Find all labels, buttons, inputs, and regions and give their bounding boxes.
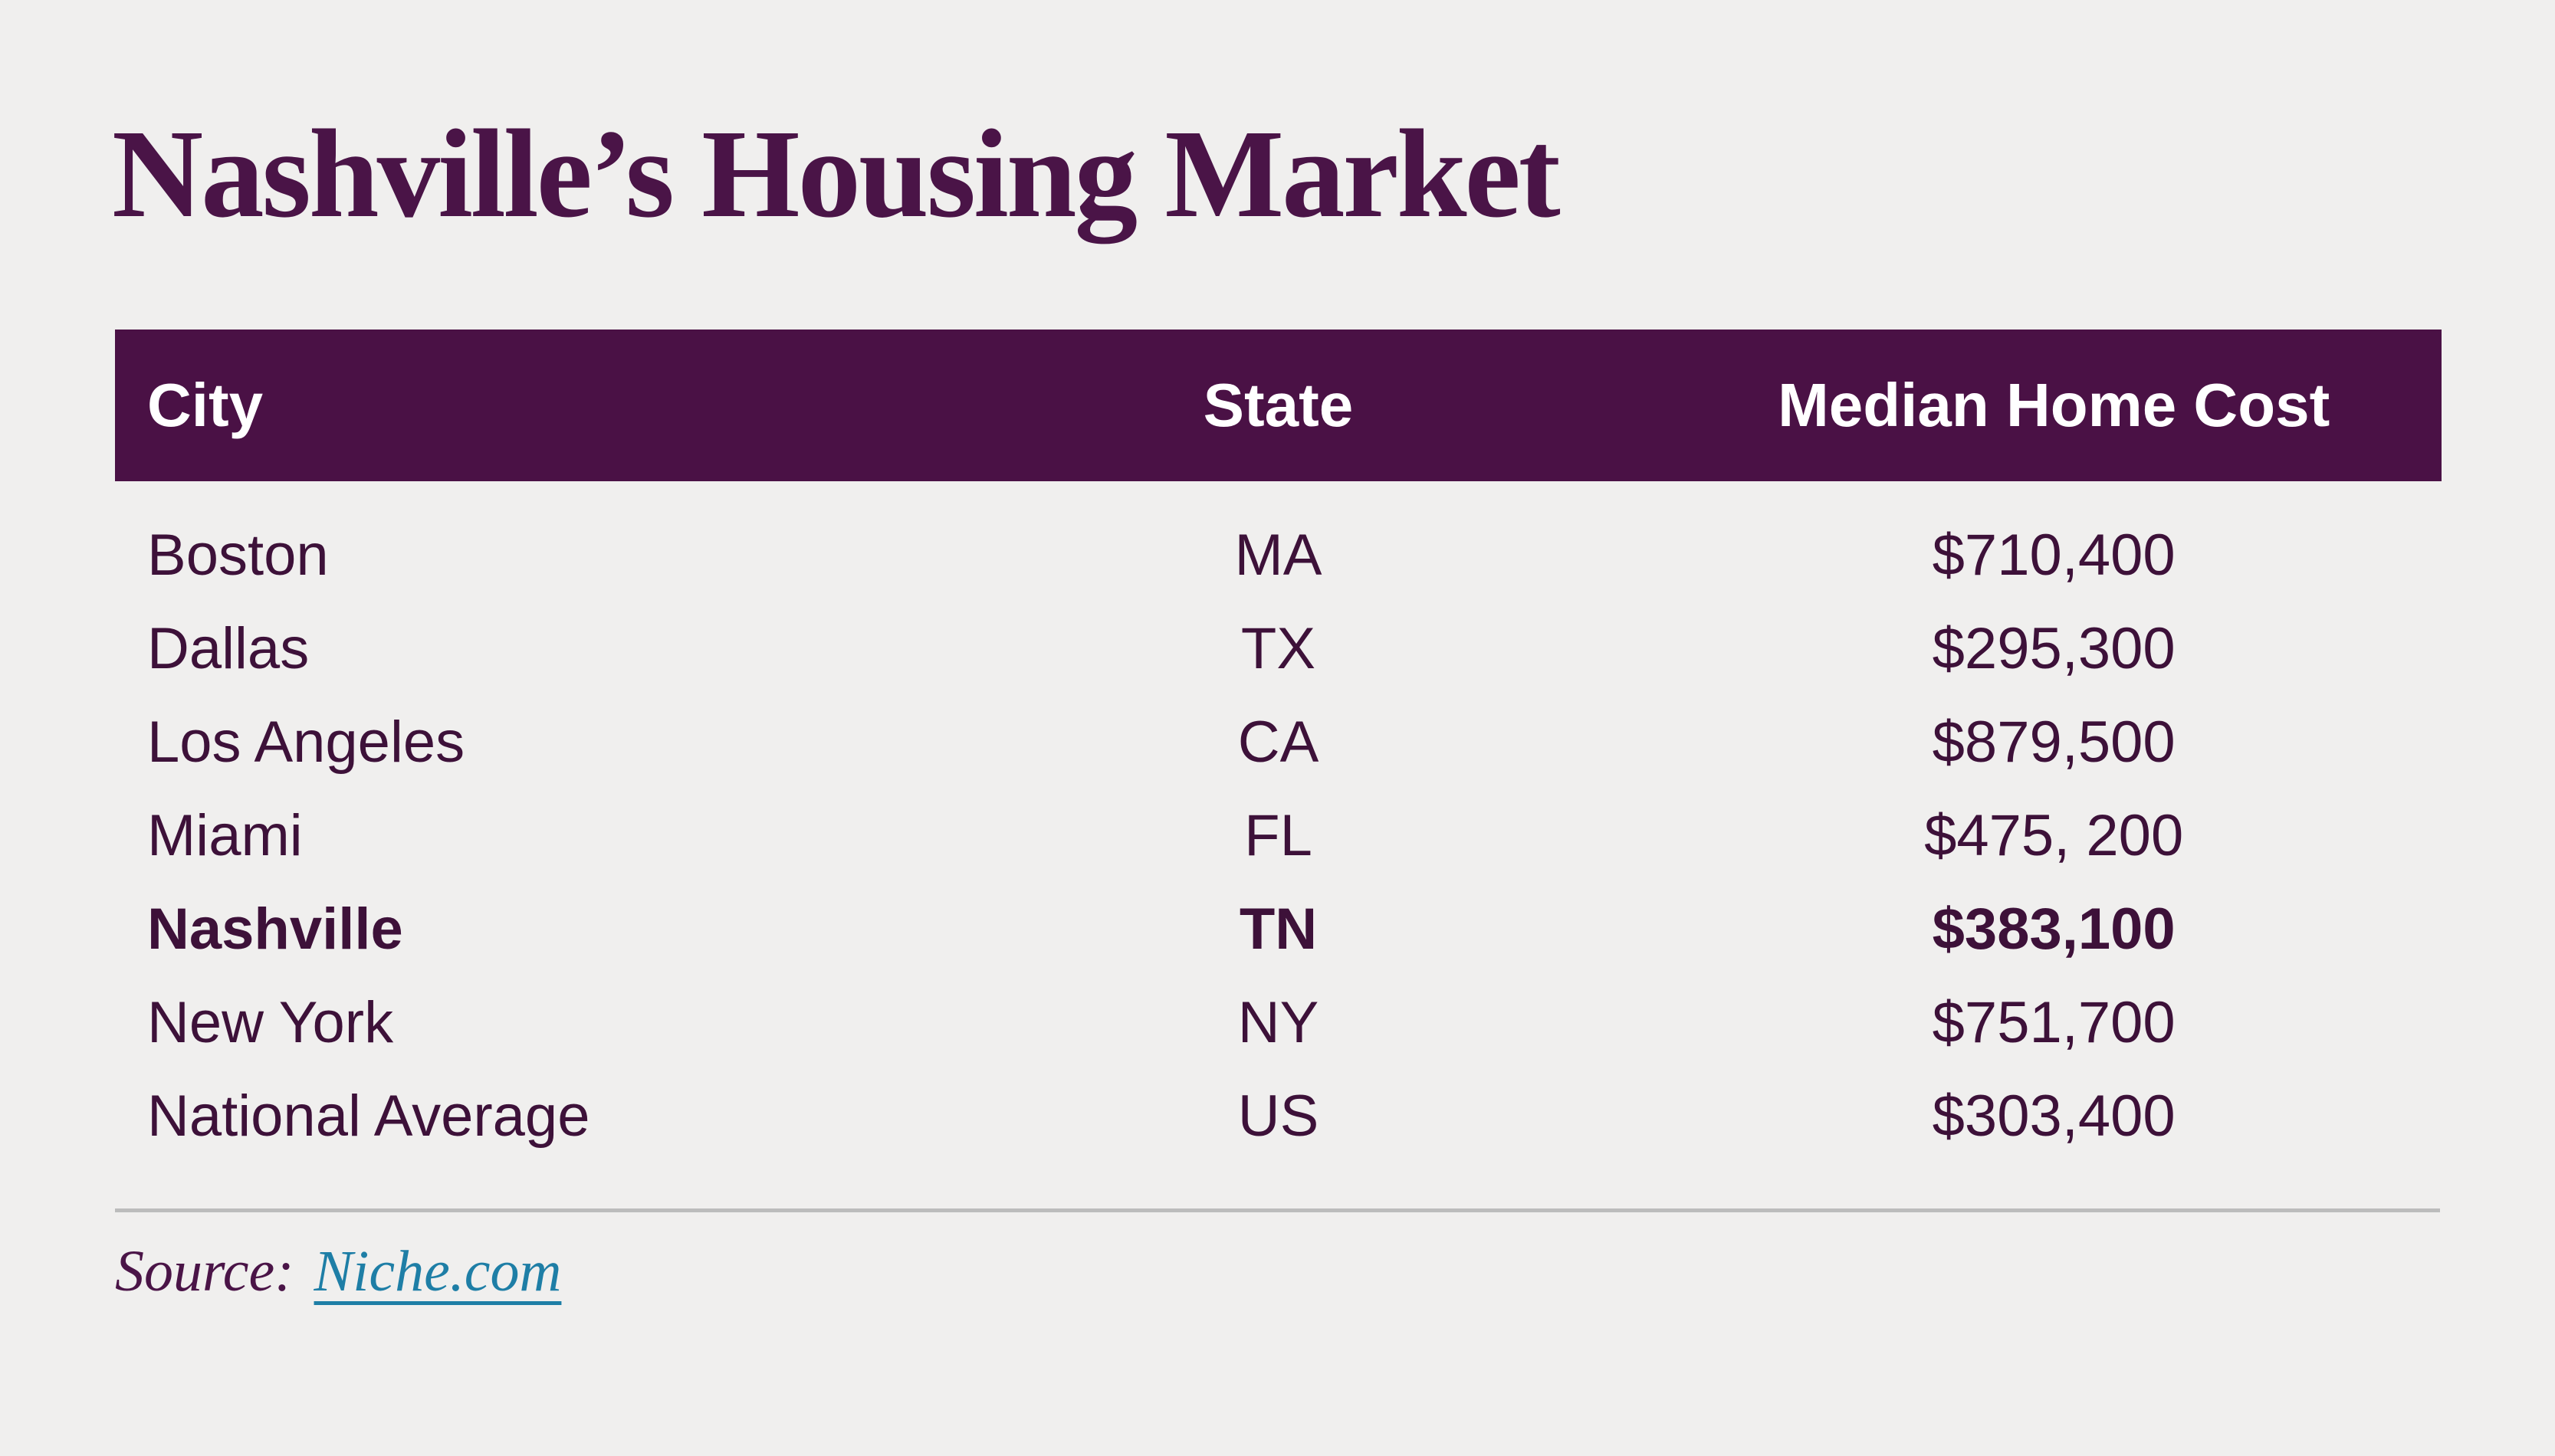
cell-state: US <box>1237 1084 1319 1149</box>
source-line: Source: Niche.com <box>115 1235 561 1308</box>
table-header-row: City State Median Home Cost <box>115 330 2442 481</box>
cell-state: FL <box>1244 803 1312 868</box>
divider <box>115 1208 2440 1212</box>
cell-state: NY <box>1237 990 1319 1055</box>
cell-cost: $475, 200 <box>1924 803 2184 868</box>
cell-city: Dallas <box>147 616 310 681</box>
column-header-median-home-cost: Median Home Cost <box>1778 371 2330 439</box>
cell-cost: $303,400 <box>1932 1084 2176 1149</box>
table-row-boston: Boston MA $710,400 <box>115 509 2442 602</box>
table-row-nashville-highlighted: Nashville TN $383,100 <box>115 883 2442 976</box>
cell-state: TX <box>1240 616 1316 681</box>
table-body: Boston MA $710,400 Dallas TX $295,300 Lo… <box>115 481 2442 1163</box>
cell-state: TN <box>1239 897 1318 962</box>
cell-city: Nashville <box>147 897 403 962</box>
cell-city: National Average <box>147 1084 590 1149</box>
cell-city: New York <box>147 990 394 1055</box>
cell-state: CA <box>1237 710 1319 775</box>
cell-city: Los Angeles <box>147 710 465 775</box>
cell-state: MA <box>1234 523 1322 588</box>
column-header-city: City <box>147 371 264 439</box>
source-label: Source: <box>115 1239 294 1304</box>
cell-cost: $710,400 <box>1932 523 2176 588</box>
cell-cost: $751,700 <box>1932 990 2176 1055</box>
cell-cost: $295,300 <box>1932 616 2176 681</box>
table-row-miami: Miami FL $475, 200 <box>115 789 2442 883</box>
cell-cost: $879,500 <box>1932 710 2176 775</box>
cell-city: Miami <box>147 803 303 868</box>
page-title: Nashville’s Housing Market <box>112 103 1561 244</box>
column-header-state: State <box>1203 371 1354 439</box>
table-row-los-angeles: Los Angeles CA $879,500 <box>115 696 2442 789</box>
table-row-national-average: National Average US $303,400 <box>115 1070 2442 1163</box>
cell-city: Boston <box>147 523 329 588</box>
table-row-new-york: New York NY $751,700 <box>115 976 2442 1070</box>
table-row-dallas: Dallas TX $295,300 <box>115 602 2442 696</box>
source-link[interactable]: Niche.com <box>314 1239 562 1304</box>
cell-cost: $383,100 <box>1932 897 2176 962</box>
housing-table: City State Median Home Cost Boston MA $7… <box>115 330 2442 1163</box>
